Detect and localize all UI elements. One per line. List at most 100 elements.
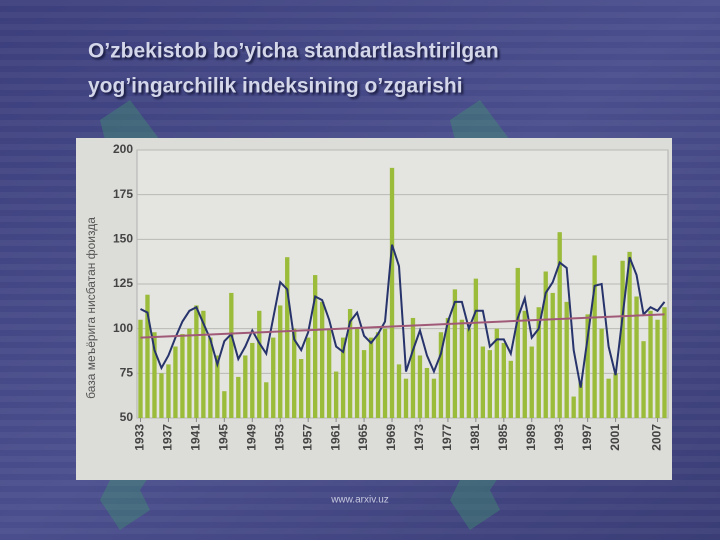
bar xyxy=(515,267,520,418)
bar xyxy=(340,337,346,418)
y-tick-label: 150 xyxy=(113,232,133,246)
title-line: yog’ingarchilik indeksining o’zgarishi xyxy=(88,75,463,98)
bar xyxy=(648,310,653,418)
bar xyxy=(312,275,318,418)
bar xyxy=(159,373,164,418)
y-tick-label: 175 xyxy=(113,187,133,201)
bar xyxy=(354,328,360,418)
bar xyxy=(522,310,527,418)
bar xyxy=(452,289,458,418)
bar xyxy=(571,396,576,418)
bar xyxy=(333,371,339,418)
bar xyxy=(215,355,220,418)
bar xyxy=(243,355,248,418)
x-tick-label: 1933 xyxy=(133,424,147,451)
x-tick-label: 1961 xyxy=(328,424,342,451)
bar xyxy=(389,167,395,418)
y-tick-label: 75 xyxy=(120,366,134,380)
bar xyxy=(466,328,472,418)
bar xyxy=(208,337,213,418)
bar xyxy=(285,257,290,418)
x-tick-label: 1997 xyxy=(580,424,594,451)
bar xyxy=(264,382,269,418)
bar xyxy=(487,350,493,418)
bar xyxy=(459,319,465,418)
bar xyxy=(557,232,562,418)
bar xyxy=(180,334,185,418)
footer: www.arxiv.uz xyxy=(330,495,389,506)
bar xyxy=(662,307,667,418)
bar xyxy=(152,332,157,418)
bar xyxy=(166,364,171,418)
x-tick-label: 2007 xyxy=(650,424,664,451)
line xyxy=(140,244,666,388)
bar xyxy=(278,305,283,418)
bar xyxy=(445,317,451,418)
bar xyxy=(187,328,192,418)
bar xyxy=(592,255,597,418)
bar xyxy=(229,292,234,418)
bar xyxy=(599,328,604,418)
bar xyxy=(194,305,199,418)
x-tick-label: 1945 xyxy=(217,424,231,451)
x-tick-label: 1953 xyxy=(272,424,286,451)
bar xyxy=(410,317,416,418)
x-tick-label: 1977 xyxy=(440,424,454,451)
y-axis-label: база меъёрига нисбатан фоизда xyxy=(84,217,98,399)
x-tick-label: 1965 xyxy=(356,424,370,451)
y-tick-label: 50 xyxy=(120,410,134,424)
x-tick-label: 1989 xyxy=(524,424,538,451)
x-tick-label: 2001 xyxy=(608,424,622,451)
bar xyxy=(271,337,276,418)
bar xyxy=(627,251,632,418)
bar xyxy=(257,310,262,418)
bar xyxy=(529,346,534,418)
bar xyxy=(403,378,409,418)
bar xyxy=(634,296,639,418)
bar xyxy=(606,378,611,418)
bar xyxy=(375,332,381,418)
bar xyxy=(543,271,548,418)
bar xyxy=(585,314,590,418)
x-tick-label: 1949 xyxy=(244,424,258,451)
bar xyxy=(292,328,297,418)
x-tick-label: 1941 xyxy=(189,424,203,451)
bar xyxy=(368,337,374,418)
plot: 50 75 100 125 150 175 200 1933 1937 1941 1945 1949 1… xyxy=(113,142,668,451)
bar xyxy=(326,328,332,418)
x-tick-label: 1973 xyxy=(412,424,426,451)
bar xyxy=(655,319,660,418)
bar xyxy=(564,301,569,418)
bar xyxy=(536,307,541,418)
bar xyxy=(550,292,555,418)
bar xyxy=(145,294,150,418)
bar xyxy=(236,376,241,418)
bar xyxy=(361,350,367,418)
bar xyxy=(347,309,353,418)
bar xyxy=(306,337,311,418)
bar xyxy=(641,341,646,418)
bar xyxy=(417,355,423,418)
bar xyxy=(501,342,506,418)
bar xyxy=(138,319,143,418)
bar xyxy=(250,342,255,418)
x-tick-label: 1981 xyxy=(468,424,482,451)
bar xyxy=(473,278,479,418)
bar xyxy=(431,378,437,418)
bar xyxy=(299,359,304,418)
bar xyxy=(424,367,430,418)
title-line: O’zbekistob bo’yicha standartlashtirilga… xyxy=(88,40,499,63)
bar xyxy=(382,328,388,418)
x-tick-label: 1957 xyxy=(300,424,314,451)
bar xyxy=(508,360,513,418)
bar xyxy=(173,346,178,418)
bar xyxy=(578,382,583,418)
bar xyxy=(613,373,618,418)
y-tick-label: 100 xyxy=(113,321,133,335)
bar xyxy=(438,332,444,418)
bar xyxy=(396,364,402,418)
bar xyxy=(620,260,625,418)
bar xyxy=(201,310,206,418)
bar xyxy=(480,346,486,418)
